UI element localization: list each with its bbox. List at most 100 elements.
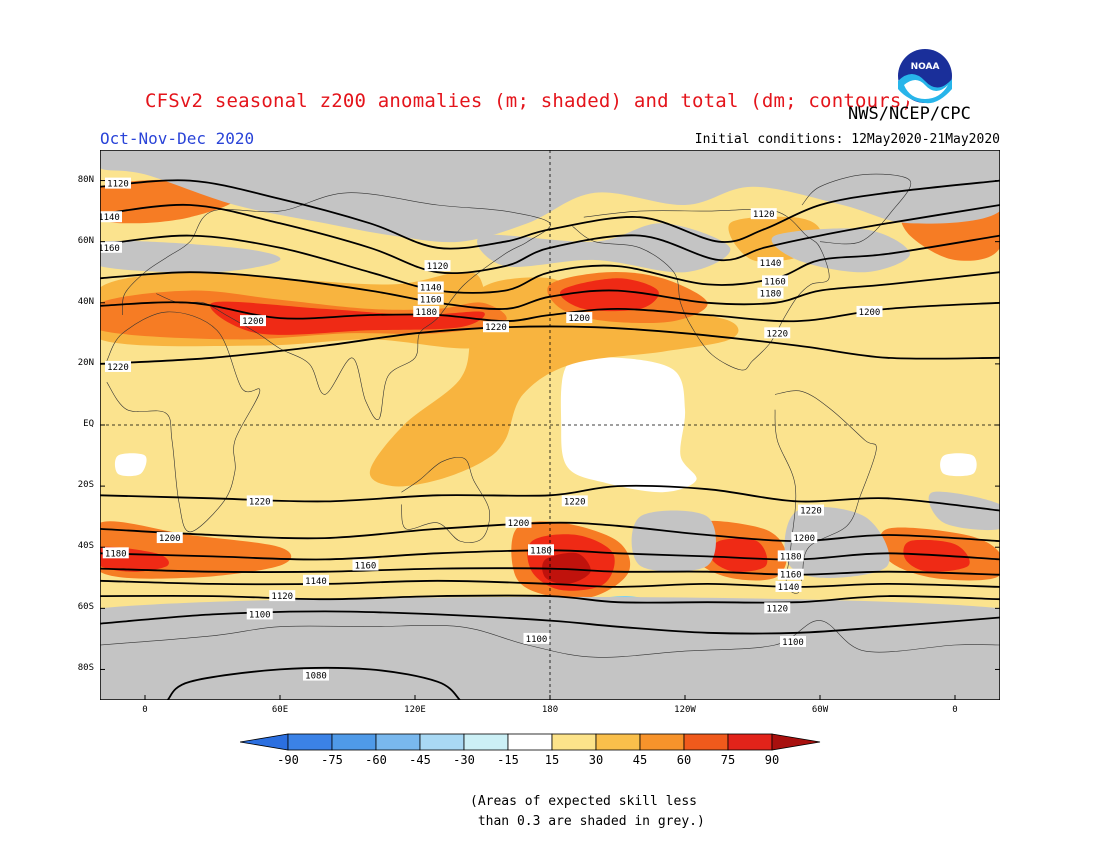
contour-label: 1220 <box>561 495 588 507</box>
low-skill-region <box>100 240 281 273</box>
low-skill-region <box>784 506 890 578</box>
contour-label-bg <box>483 321 509 333</box>
contour-label-bg <box>100 211 122 223</box>
noaa-logo: NOAA <box>895 46 955 106</box>
lat-label: EQ <box>83 419 94 429</box>
contour-label-bg <box>417 293 444 305</box>
contour-label: 1200 <box>505 516 532 529</box>
colorbar-tick-label: 45 <box>633 753 647 767</box>
contour-label-bg <box>780 635 806 647</box>
contour-label-text: 1220 <box>249 497 271 507</box>
contour-label-text: 1140 <box>420 284 442 294</box>
anomaly-region <box>710 538 768 572</box>
colorbar-bin <box>507 733 553 751</box>
contour-label-text: 1180 <box>415 308 437 318</box>
contour-1140 <box>100 579 1000 588</box>
contour-label-text: 1180 <box>760 290 782 300</box>
lat-label: 80N <box>77 174 94 185</box>
lat-label: 40N <box>77 296 94 307</box>
colorbar-bin <box>595 733 641 751</box>
contour-label-bg <box>505 516 532 528</box>
contour-label-text: 1160 <box>355 562 377 572</box>
contour-label-bg <box>777 550 804 562</box>
lon-label: 180 <box>541 705 559 715</box>
coastline <box>100 620 1000 658</box>
colorbar-bin <box>331 733 377 751</box>
coastline <box>106 311 261 533</box>
coastline <box>401 457 490 543</box>
contour-label-bg <box>100 241 122 253</box>
contour-label-bg <box>764 602 791 614</box>
contour-label: 1160 <box>417 293 444 306</box>
contour-label-text: 1180 <box>530 546 552 556</box>
contour-label: 1140 <box>417 281 444 294</box>
contour-label: 1220 <box>105 360 131 373</box>
contour-label: 1140 <box>100 211 122 223</box>
contour-label: 1100 <box>246 608 273 620</box>
low-skill-region <box>100 150 1000 243</box>
contour-label-text: 1220 <box>485 323 507 333</box>
contour-label-bg <box>528 544 554 556</box>
contour-1120 <box>100 594 1000 604</box>
contour-label-bg <box>156 532 183 544</box>
contour-label-bg <box>303 574 329 586</box>
contour-label-bg <box>762 275 788 287</box>
contour-label-text: 1180 <box>780 552 802 562</box>
colorbar-bin <box>727 733 773 751</box>
contour-label-text: 1120 <box>271 592 293 602</box>
contour-label-text: 1200 <box>508 519 530 529</box>
anomaly-region <box>559 278 659 312</box>
contour-label-text: 1160 <box>100 244 120 254</box>
season-label: Oct-Nov-Dec 2020 <box>100 129 255 148</box>
contour-label: 1180 <box>777 550 804 562</box>
coastline <box>774 390 877 594</box>
contour-label-text: 1140 <box>100 213 120 223</box>
contour-label: 1160 <box>762 275 788 287</box>
contour-label-bg <box>105 177 131 189</box>
anomaly-region <box>114 453 147 477</box>
contour-label-text: 1140 <box>778 583 800 593</box>
contour-label: 1160 <box>777 568 804 581</box>
contour-label-bg <box>777 568 804 580</box>
anomaly-region <box>560 356 697 493</box>
contour-label-bg <box>303 669 329 681</box>
low-skill-region <box>631 510 716 572</box>
contour-label: 1200 <box>156 532 183 544</box>
contour-label: 1120 <box>269 590 296 602</box>
colorbar-tick-label: 90 <box>765 753 779 767</box>
contour-label: 1220 <box>246 495 273 507</box>
logo-text: NOAA <box>911 62 940 72</box>
colorbar-tick-label: -60 <box>365 753 387 767</box>
contour-label: 1220 <box>798 504 824 517</box>
lat-label: 40S <box>77 541 94 552</box>
low-skill-region <box>928 491 1000 531</box>
lon-label: 60W <box>811 705 829 715</box>
lat-label: 80S <box>77 663 94 674</box>
contour-label-bg <box>413 305 440 317</box>
colorbar-tick-label: -30 <box>453 753 475 767</box>
contour-label: 1220 <box>483 321 509 333</box>
contour-label-text: 1080 <box>305 672 327 682</box>
colorbar-tick-label: 30 <box>589 753 603 767</box>
contour-label-text: 1220 <box>564 497 586 507</box>
contour-1200 <box>100 521 1000 543</box>
contour-label: 1200 <box>856 305 883 318</box>
lat-label: 60S <box>77 602 94 613</box>
contour-label-text: 1100 <box>782 638 804 648</box>
contour-label-text: 1120 <box>753 210 775 220</box>
contour-label: 1080 <box>303 669 329 682</box>
contour-label-text: 1120 <box>107 180 129 190</box>
colorbar-bin <box>551 733 597 751</box>
colorbar-bin <box>287 733 333 751</box>
colorbar-tick-label: 15 <box>545 753 559 767</box>
contour-label-text: 1220 <box>800 507 822 517</box>
colorbar-tick-label: -90 <box>277 753 299 767</box>
contour-label: 1180 <box>413 305 440 318</box>
contour-label-text: 1160 <box>780 571 802 581</box>
colorbar-tick-label: -75 <box>321 753 343 767</box>
low-skill-region <box>771 228 910 273</box>
contour-label: 1120 <box>424 260 451 272</box>
lat-label: 60N <box>77 235 94 246</box>
lon-label: 60E <box>271 705 289 715</box>
contour-label-bg <box>791 532 818 544</box>
